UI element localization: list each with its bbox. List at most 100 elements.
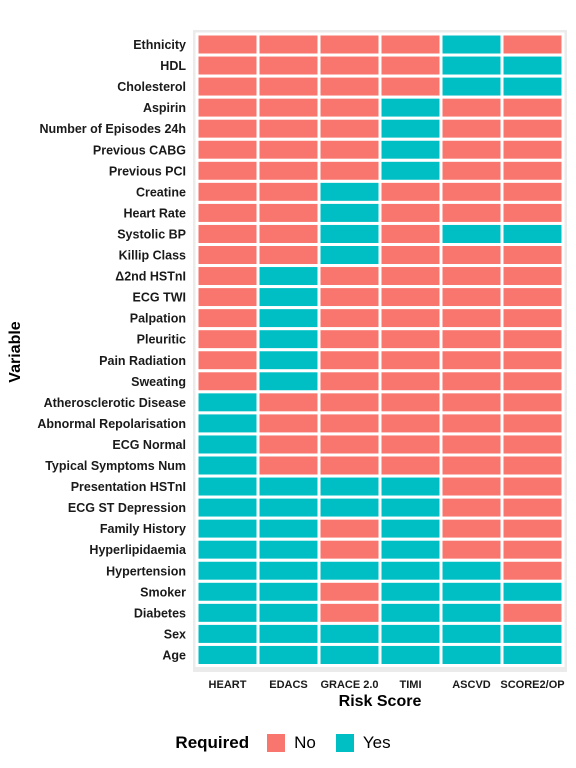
tile-hyperlipidaemia-heart [195,537,260,562]
tile-ethnicity-timi [378,32,443,57]
tile-cholesterol-score2-op [500,74,565,99]
tile-hyperlipidaemia-ascvd [439,537,504,562]
tile-typical-symptoms-num-grace-2-0 [317,453,382,478]
tile-hyperlipidaemia-score2-op [500,537,565,562]
tile-sweating-heart [195,369,260,394]
tile-2nd-hstni-ascvd [439,264,504,289]
legend-label-no: No [294,733,316,752]
tile-family-history-grace-2-0 [317,516,382,541]
y-tick-label: Previous CABG [93,143,186,157]
tile-typical-symptoms-num-timi [378,453,443,478]
tile-pain-radiation-heart [195,348,260,373]
y-tick-label: Killip Class [119,249,186,263]
tile-cholesterol-edacs [256,74,321,99]
tile-hdl-ascvd [439,53,504,78]
y-tick-label: Previous PCI [109,164,186,178]
tile-palpation-grace-2-0 [317,306,382,331]
tile-presentation-hstni-heart [195,474,260,499]
tile-pain-radiation-grace-2-0 [317,348,382,373]
tile-number-of-episodes-24h-edacs [256,116,321,141]
x-tick-label: SCORE2/OP [500,679,564,691]
tile-palpation-timi [378,306,443,331]
y-tick-label: Typical Symptoms Num [45,459,186,473]
y-tick-label: Family History [100,522,186,536]
tile-2nd-hstni-grace-2-0 [317,264,382,289]
tile-heart-rate-timi [378,200,443,225]
tile-sex-score2-op [500,621,565,646]
tile-diabetes-grace-2-0 [317,600,382,625]
tile-heart-rate-grace-2-0 [317,200,382,225]
tile-ecg-normal-grace-2-0 [317,432,382,457]
legend-key-yes [335,734,354,752]
tile-aspirin-ascvd [439,95,504,120]
tile-palpation-score2-op [500,306,565,331]
tile-palpation-heart [195,306,260,331]
tile-hypertension-timi [378,558,443,583]
tile-killip-class-edacs [256,243,321,268]
tile-abnormal-repolarisation-heart [195,411,260,436]
y-tick-label: Age [162,648,186,662]
tile-number-of-episodes-24h-heart [195,116,260,141]
tile-pain-radiation-edacs [256,348,321,373]
y-tick-label: Heart Rate [123,206,186,220]
tile-ecg-st-depression-ascvd [439,495,504,520]
tile-sex-ascvd [439,621,504,646]
tile-pleuritic-ascvd [439,327,504,352]
tile-presentation-hstni-grace-2-0 [317,474,382,499]
tile-pain-radiation-ascvd [439,348,504,373]
tile-ecg-twi-grace-2-0 [317,285,382,310]
tile-age-ascvd [439,642,504,668]
tile-hyperlipidaemia-edacs [256,537,321,562]
y-tick-label: Palpation [130,312,186,326]
tile-hdl-heart [195,53,260,78]
tile-atherosclerotic-disease-grace-2-0 [317,390,382,415]
tile-presentation-hstni-edacs [256,474,321,499]
y-tick-label: Δ2nd HSTnI [115,270,186,284]
tile-pleuritic-grace-2-0 [317,327,382,352]
y-tick-label: Hyperlipidaemia [89,543,187,557]
tile-ethnicity-ascvd [439,32,504,57]
tile-systolic-bp-heart [195,221,260,246]
tile-number-of-episodes-24h-grace-2-0 [317,116,382,141]
tile-abnormal-repolarisation-ascvd [439,411,504,436]
tile-hdl-edacs [256,53,321,78]
tile-age-score2-op [500,642,565,668]
tile-pleuritic-edacs [256,327,321,352]
tile-age-timi [378,642,443,668]
tile-hypertension-grace-2-0 [317,558,382,583]
tile-diabetes-timi [378,600,443,625]
tile-smoker-score2-op [500,579,565,604]
legend-label-yes: Yes [362,733,391,752]
tile-atherosclerotic-disease-score2-op [500,390,565,415]
tile-pain-radiation-timi [378,348,443,373]
tile-creatine-grace-2-0 [317,179,382,204]
tile-typical-symptoms-num-heart [195,453,260,478]
tile-sweating-ascvd [439,369,504,394]
tile-sweating-edacs [256,369,321,394]
x-axis-title: Risk Score [339,693,422,710]
tile-smoker-heart [195,579,260,604]
tile-ecg-normal-heart [195,432,260,457]
y-tick-label: Sweating [131,375,186,389]
tile-diabetes-ascvd [439,600,504,625]
tile-heart-rate-edacs [256,200,321,225]
tile-previous-pci-heart [195,158,260,183]
tile-abnormal-repolarisation-edacs [256,411,321,436]
tile-systolic-bp-score2-op [500,221,565,246]
tile-aspirin-timi [378,95,443,120]
tile-previous-cabg-heart [195,137,260,162]
x-tick-label: EDACS [269,679,308,691]
tile-palpation-ascvd [439,306,504,331]
tile-presentation-hstni-ascvd [439,474,504,499]
tile-creatine-ascvd [439,179,504,204]
tile-ecg-normal-ascvd [439,432,504,457]
tile-sweating-timi [378,369,443,394]
tile-family-history-heart [195,516,260,541]
tile-heart-rate-score2-op [500,200,565,225]
tile-pleuritic-heart [195,327,260,352]
tile-atherosclerotic-disease-ascvd [439,390,504,415]
y-tick-label: ECG ST Depression [68,501,186,515]
tile-killip-class-heart [195,243,260,268]
legend-item-yes: Yes [335,733,391,753]
